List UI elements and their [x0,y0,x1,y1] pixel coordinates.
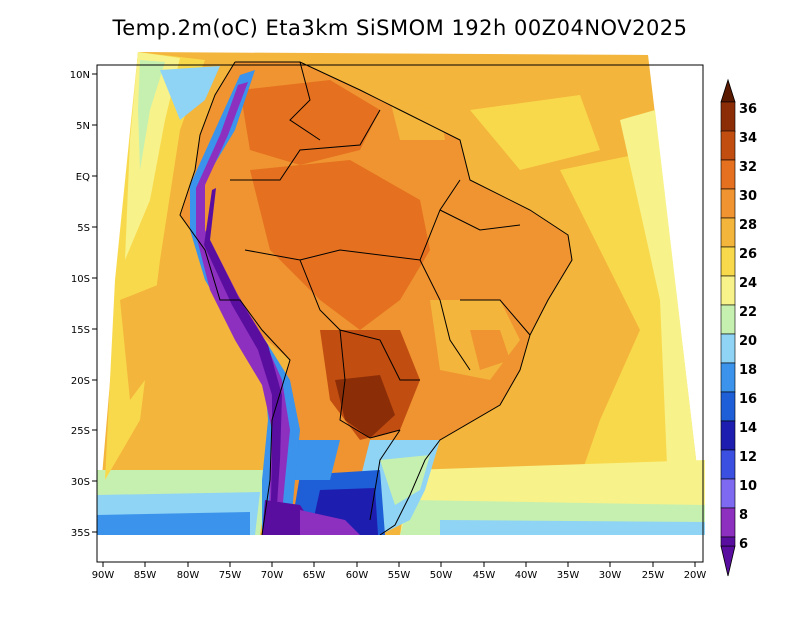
lat-label: 5S [77,223,90,234]
colorbar-swatch [720,536,736,547]
lat-label: 25S [71,426,90,437]
colorbar-label: 14 [739,421,757,436]
lon-label: 75W [219,570,242,581]
map-title: Temp.2m(oC) Eta3km SiSMOM 192h 00Z04NOV2… [112,16,688,40]
lat-label: EQ [76,172,90,183]
lat-label: 10N [70,70,90,81]
colorbar-arrow-top [720,78,736,103]
colorbar-swatch [720,217,736,248]
lon-label: 45W [473,570,496,581]
lon-label: 55W [388,570,411,581]
colorbar-label: 26 [739,247,757,262]
colorbar-arrow-bottom [720,545,736,577]
colorbar-label: 10 [739,479,757,494]
lon-label: 85W [134,570,157,581]
longitude-axis: 90W 85W 80W 75W 70W 65W 60W 55W 50W 45W … [92,562,707,581]
colorbar-swatch [720,130,736,161]
lon-label: 30W [599,570,622,581]
colorbar-label: 8 [739,508,748,523]
lat-label: 15S [71,325,90,336]
colorbar-label: 6 [739,537,748,552]
colorbar-label: 34 [739,131,757,146]
colorbar-swatch [720,391,736,422]
lon-label: 35W [557,570,580,581]
colorbar-swatch [720,333,736,364]
colorbar-label: 36 [739,102,757,117]
lon-label: 50W [430,570,453,581]
colorbar-label: 28 [739,218,757,233]
lat-label: 10S [71,274,90,285]
colorbar-swatch [720,101,736,133]
colorbar-swatch [720,362,736,393]
colorbar-swatch [720,275,736,306]
lon-label: 70W [261,570,284,581]
plot-frame [96,64,704,563]
colorbar-swatch [720,420,736,451]
lon-label: 40W [515,570,538,581]
lon-label: 90W [92,570,115,581]
country-borders [179,61,573,535]
colorbar-swatch [720,159,736,190]
latitude-axis: 10N 5N EQ 5S 10S 15S 20S 25S 30S 35S [70,70,97,539]
colorbar-label: 24 [739,276,757,291]
lon-label: 65W [303,570,326,581]
lon-label: 80W [177,570,200,581]
colorbar-label: 22 [739,305,757,320]
colorbar-label: 20 [739,334,757,349]
colorbar-label: 30 [739,189,757,204]
colorbar-swatch [720,449,736,480]
lon-label: 20W [684,570,707,581]
colorbar-label: 12 [739,450,757,465]
colorbar-label: 16 [739,392,757,407]
colorbar-swatch [720,246,736,277]
colorbar-label: 32 [739,160,757,175]
colorbar-swatch [720,507,736,538]
colorbar: 36 34 32 30 28 26 24 22 20 18 16 14 12 1… [720,78,757,577]
lat-label: 20S [71,376,90,387]
lat-label: 5N [76,121,90,132]
colorbar-swatch [720,304,736,335]
lat-label: 30S [71,477,90,488]
colorbar-swatch [720,188,736,219]
lon-label: 60W [346,570,369,581]
lon-label: 25W [642,570,665,581]
colorbar-label: 18 [739,363,757,378]
colorbar-swatch [720,478,736,509]
lat-label: 35S [71,528,90,539]
